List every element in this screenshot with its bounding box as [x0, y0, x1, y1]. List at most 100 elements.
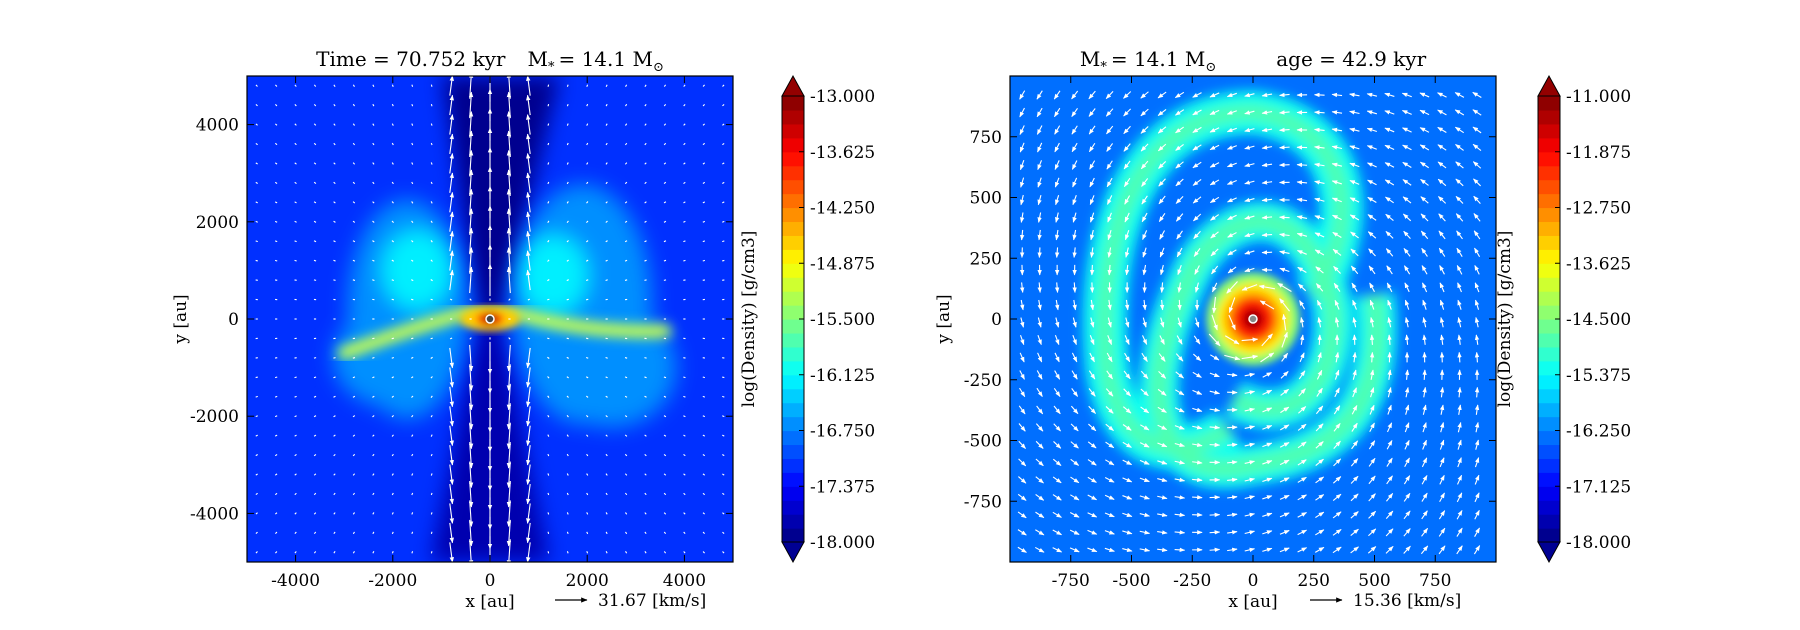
left-velocity-arrow: [526, 211, 531, 232]
left-velocity-arrow: [468, 208, 474, 235]
right-velocity-arrow: [1123, 370, 1131, 380]
right-colorbar-tick-label: -13.625: [1566, 254, 1631, 274]
left-velocity-arrow: [663, 434, 667, 437]
right-velocity-arrow: [1017, 511, 1027, 519]
left-velocity-arrow: [391, 201, 394, 204]
right-velocity-arrow: [1315, 266, 1324, 274]
right-velocity-arrow: [1227, 512, 1238, 518]
left-velocity-arrow: [702, 551, 705, 554]
right-velocity-arrow: [1368, 528, 1377, 537]
left-velocity-arrow: [372, 201, 375, 204]
right-velocity-arrow: [1157, 126, 1167, 134]
left-velocity-arrow: [547, 414, 550, 418]
right-velocity-arrow: [1472, 109, 1482, 116]
right-velocity-arrow: [1142, 317, 1147, 328]
right-velocity-arrow: [1209, 109, 1220, 116]
left-velocity-arrow: [372, 259, 375, 262]
right-velocity-arrow: [1439, 422, 1445, 433]
right-velocity-arrow: [1457, 457, 1462, 468]
left-velocity-arrow: [722, 162, 725, 165]
left-velocity-arrow: [702, 376, 706, 379]
right-velocity-arrow: [1036, 107, 1043, 118]
right-velocity-arrow: [1158, 195, 1166, 205]
left-velocity-arrow: [274, 162, 278, 165]
left-velocity-arrow: [313, 415, 317, 418]
right-velocity-arrow: [1192, 442, 1203, 448]
right-velocity-arrow: [1174, 109, 1185, 116]
right-velocity-arrow: [1174, 495, 1186, 500]
left-velocity-arrow: [624, 142, 628, 146]
right-velocity-arrow: [1351, 422, 1358, 432]
right-velocity-arrow: [1352, 351, 1357, 363]
left-velocity-arrow: [506, 91, 512, 119]
right-velocity-arrow: [1474, 386, 1480, 398]
right-velocity-arrow: [1457, 351, 1462, 363]
right-velocity-arrow: [1053, 441, 1062, 449]
right-velocity-arrow: [1192, 196, 1202, 204]
left-velocity-arrow: [449, 406, 454, 427]
right-velocity-arrow: [1174, 512, 1186, 518]
right-x-tick-label: 250: [1298, 571, 1330, 591]
right-velocity-arrow: [1104, 547, 1115, 552]
left-velocity-arrow: [566, 298, 569, 301]
right-velocity-arrow: [1211, 314, 1218, 331]
left-velocity-arrow: [294, 551, 297, 554]
right-velocity-arrow: [1299, 316, 1305, 328]
left-velocity-arrow: [449, 464, 454, 485]
right-velocity-arrow: [1384, 179, 1395, 186]
right-velocity-arrow: [1195, 317, 1200, 328]
right-title: M* = 14.1 M⊙ age = 42.9 kyr: [1080, 47, 1427, 75]
left-velocity-arrow: [352, 123, 356, 126]
left-velocity-arrow: [352, 220, 356, 223]
right-velocity-arrow: [1437, 126, 1447, 133]
left-colorbar-band: [782, 332, 804, 348]
right-velocity-arrow: [1316, 299, 1323, 310]
left-velocity-arrow: [469, 337, 472, 340]
right-velocity-arrow: [1315, 476, 1325, 484]
right-velocity-arrow: [1070, 423, 1079, 432]
right-velocity-arrow: [1174, 460, 1186, 465]
right-velocity-arrow: [1474, 351, 1480, 363]
left-velocity-arrow: [255, 551, 258, 554]
right-velocity-arrow: [1474, 474, 1480, 485]
right-velocity-arrow: [1419, 127, 1430, 133]
right-velocity-arrow: [1158, 371, 1167, 379]
right-velocity-arrow: [1142, 264, 1147, 276]
right-velocity-arrow: [1089, 160, 1096, 170]
right-velocity-arrow: [1174, 425, 1185, 430]
left-velocity-arrow: [255, 220, 258, 223]
right-velocity-arrow: [1142, 230, 1148, 241]
right-velocity-arrow: [1333, 282, 1341, 292]
left-velocity-arrow: [468, 169, 474, 196]
right-velocity-arrow: [1244, 372, 1256, 378]
left-velocity-arrow: [294, 103, 297, 107]
left-velocity-arrow: [449, 250, 454, 271]
right-velocity-arrow: [1089, 299, 1095, 311]
right-velocity-arrow: [1334, 387, 1340, 398]
right-velocity-arrow: [1366, 145, 1377, 150]
left-velocity-arrow: [469, 298, 472, 301]
right-velocity-arrow: [1314, 127, 1325, 133]
left-velocity-arrow: [449, 133, 454, 155]
left-velocity-arrow: [274, 259, 278, 262]
left-velocity-arrow: [644, 434, 647, 437]
right-velocity-arrow: [1192, 389, 1203, 395]
left-colorbar-band: [782, 277, 804, 292]
right-y-axis: -750 -500 -250 0 250 500 750: [964, 128, 1496, 512]
right-velocity-arrow: [1261, 232, 1273, 238]
right-velocity-arrow: [1071, 160, 1078, 170]
left-colorbar-band: [782, 96, 804, 111]
left-velocity-arrow: [333, 220, 336, 223]
left-velocity-arrow: [663, 201, 667, 204]
right-velocity-arrow: [1227, 197, 1237, 203]
left-velocity-arrow: [391, 142, 394, 146]
left-velocity-arrow: [624, 395, 628, 398]
left-colorbar: -13.000 -13.625 -14.250 -14.875 -15.500 -16.1…: [781, 74, 875, 564]
right-colorbar-band: [1538, 249, 1560, 264]
right-velocity-arrow: [1125, 317, 1130, 328]
left-velocity-arrow: [702, 240, 706, 243]
right-velocity-arrow: [1106, 352, 1113, 363]
right-velocity-arrow: [1087, 459, 1097, 466]
right-velocity-arrow: [1457, 299, 1462, 310]
right-velocity-arrow: [1227, 442, 1238, 448]
